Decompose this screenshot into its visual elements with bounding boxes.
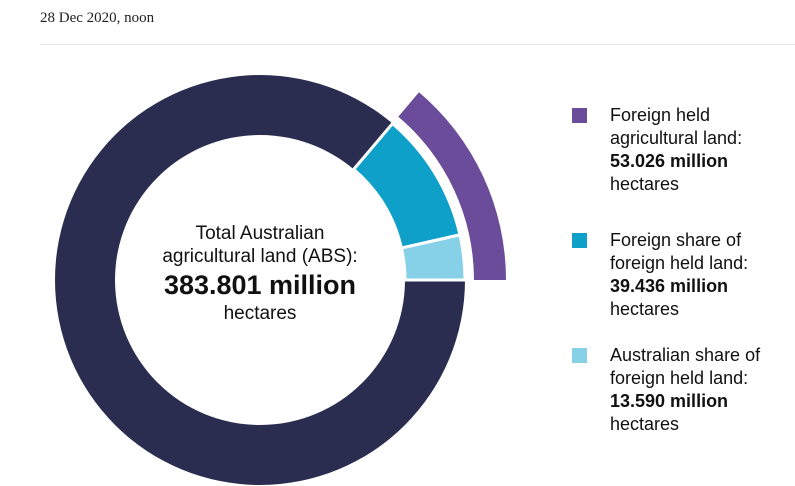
divider bbox=[40, 44, 795, 45]
legend-unit: hectares bbox=[610, 414, 680, 434]
center-label: Total Australian agricultural land (ABS)… bbox=[140, 222, 380, 325]
legend-value: 13.590 million bbox=[610, 391, 729, 411]
legend-name: Foreign held agricultural land: bbox=[610, 105, 743, 148]
legend-unit: hectares bbox=[610, 174, 680, 194]
legend-value: 53.026 million bbox=[610, 151, 729, 171]
legend-name: Foreign share of foreign held land: bbox=[610, 230, 749, 273]
total-label: Total Australian agricultural land (ABS)… bbox=[162, 223, 358, 267]
donut-slice bbox=[351, 121, 462, 250]
legend-swatch bbox=[572, 348, 587, 363]
legend-text: Australian share of foreign held land: 13… bbox=[610, 344, 780, 436]
legend-name: Australian share of foreign held land: bbox=[610, 345, 761, 388]
legend-swatch bbox=[572, 108, 587, 123]
total-unit: hectares bbox=[223, 303, 297, 324]
legend-swatch bbox=[572, 233, 587, 248]
legend-unit: hectares bbox=[610, 299, 680, 319]
legend-text: Foreign held agricultural land: 53.026 mi… bbox=[610, 104, 780, 196]
legend-text: Foreign share of foreign held land: 39.43… bbox=[610, 229, 780, 321]
total-value: 383.801 million bbox=[163, 270, 357, 300]
outer-arc bbox=[398, 92, 506, 280]
legend-value: 39.436 million bbox=[610, 276, 729, 296]
date: 28 Dec 2020, noon bbox=[40, 10, 155, 26]
